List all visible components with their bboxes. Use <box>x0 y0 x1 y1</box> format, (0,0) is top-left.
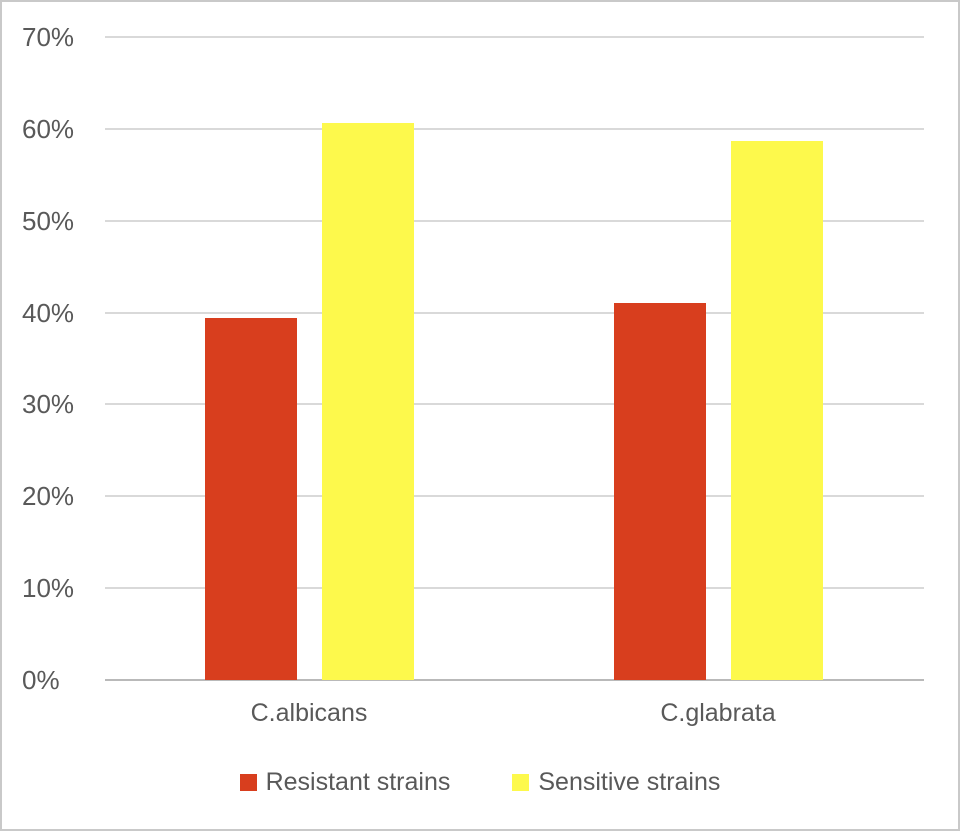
gridline <box>105 587 924 590</box>
y-tick-label: 20% <box>22 481 75 512</box>
gridline <box>105 403 924 406</box>
y-tick-label: 30% <box>22 389 75 420</box>
legend-swatch-icon <box>239 774 257 791</box>
legend-label: Sensitive strains <box>538 768 721 796</box>
legend: Resistant strains Sensitive strains <box>2 768 958 797</box>
x-axis-line <box>105 679 924 681</box>
y-tick-label: 40% <box>22 297 75 328</box>
bar-resistant-cglabrata <box>613 303 706 680</box>
y-tick-label: 10% <box>22 573 75 604</box>
legend-swatch-icon <box>512 774 530 791</box>
gridline <box>105 311 924 314</box>
gridline <box>105 495 924 498</box>
y-tick-label: 0% <box>22 665 60 695</box>
gridline <box>105 219 924 222</box>
gridline <box>105 36 924 38</box>
y-tick-label: 70% <box>22 22 75 52</box>
gridline <box>105 127 924 130</box>
y-tick-label: 60% <box>22 113 75 144</box>
bar-sensitive-cglabrata <box>730 140 823 680</box>
legend-label: Resistant strains <box>265 768 451 796</box>
bar-resistant-calbicans <box>204 318 297 680</box>
category-label: C.glabrata <box>660 699 776 727</box>
y-tick-label: 50% <box>22 205 75 236</box>
category-label: C.albicans <box>250 699 368 727</box>
legend-item: Resistant strains <box>239 768 451 797</box>
bar-sensitive-calbicans <box>321 123 414 680</box>
legend-item: Sensitive strains <box>512 768 720 797</box>
